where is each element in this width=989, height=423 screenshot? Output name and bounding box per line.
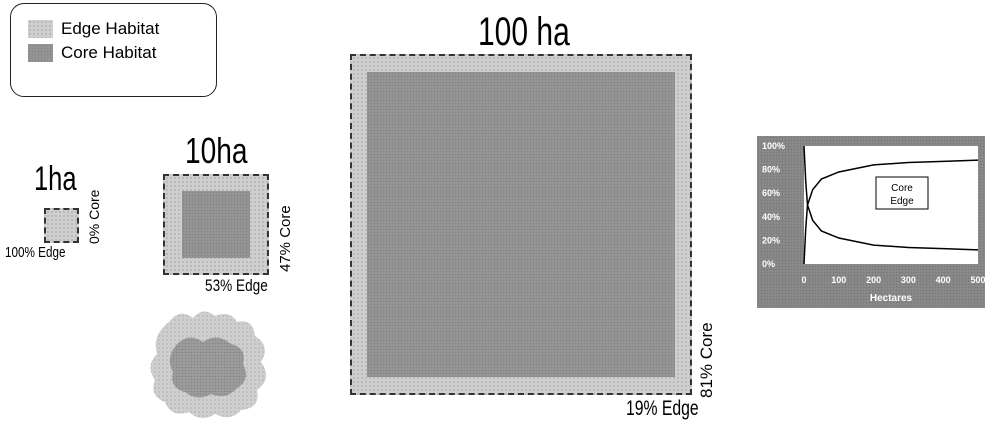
chart-legend-edge: Edge bbox=[890, 196, 914, 207]
chart-x-title: Hectares bbox=[870, 293, 913, 304]
x-tick-label: 300 bbox=[901, 275, 916, 285]
y-tick-label: 20% bbox=[762, 235, 780, 245]
y-tick-label: 40% bbox=[762, 212, 780, 222]
series-line-core bbox=[803, 159, 979, 265]
irregular-patch bbox=[150, 311, 267, 419]
patch-1ha bbox=[44, 208, 79, 243]
x-tick-label: 400 bbox=[936, 275, 951, 285]
y-tick-label: 80% bbox=[762, 165, 780, 175]
patch-10ha bbox=[163, 174, 269, 275]
chart-legend bbox=[875, 176, 929, 210]
x-tick-label: 0 bbox=[801, 275, 806, 285]
patch-10ha-core bbox=[182, 191, 250, 258]
chart-legend-core: Core bbox=[891, 183, 913, 194]
chart-svg: 0% 20% 40% 60% 80% 100% 0 100 200 300 400 500 Core… bbox=[762, 141, 986, 304]
patch-100ha-core-label: 81% Core bbox=[697, 322, 716, 398]
patch-100ha bbox=[350, 54, 692, 395]
patch-10ha-edge-label: 53% Edge bbox=[205, 276, 268, 295]
patch-10ha-title: 10ha bbox=[185, 130, 248, 171]
x-tick-label: 500 bbox=[970, 275, 985, 285]
patch-100ha-core bbox=[367, 72, 675, 377]
core-habitat-swatch bbox=[28, 44, 53, 62]
edge-core-chart: 0% 20% 40% 60% 80% 100% 0 100 200 300 400 500 Core… bbox=[757, 136, 986, 308]
x-tick-label: 100 bbox=[831, 275, 846, 285]
edge-habitat-swatch bbox=[28, 20, 53, 38]
legend: Edge Habitat Core Habitat bbox=[10, 3, 217, 97]
y-tick-label: 60% bbox=[762, 188, 780, 198]
x-tick-label: 200 bbox=[866, 275, 881, 285]
series-line-edge bbox=[803, 145, 979, 251]
legend-edge-label: Edge Habitat bbox=[61, 19, 160, 38]
y-tick-label: 100% bbox=[762, 141, 785, 151]
patch-100ha-edge-label: 19% Edge bbox=[626, 397, 699, 420]
patch-1ha-title: 1ha bbox=[34, 160, 77, 198]
y-tick-label: 0% bbox=[762, 259, 775, 269]
patch-1ha-core-label: 0% Core bbox=[86, 189, 102, 244]
legend-core-label: Core Habitat bbox=[61, 43, 157, 62]
patch-100ha-title: 100 ha bbox=[478, 10, 570, 54]
patch-1ha-edge-label: 100% Edge bbox=[5, 244, 66, 261]
patch-10ha-core-label: 47% Core bbox=[277, 205, 294, 272]
